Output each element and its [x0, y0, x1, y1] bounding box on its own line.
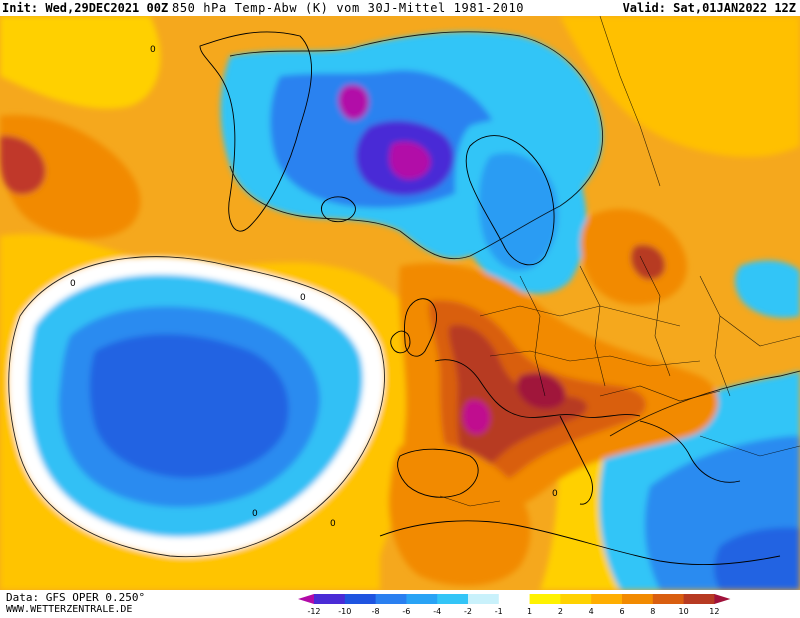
zero-contour-north [229, 31, 604, 260]
scale-swatch [498, 594, 531, 604]
contour-label: 0 [552, 489, 558, 499]
scale-tick-label: 10 [679, 607, 689, 616]
cold-magenta-greenland [338, 84, 369, 120]
warm-orange-nw [0, 115, 141, 239]
warm-orange-iberia [388, 442, 531, 586]
cold-blue-scandinavia [478, 152, 559, 271]
contour-label: 0 [330, 519, 336, 529]
border-line-5 [639, 255, 671, 377]
cold-darkblue-atlantic [89, 334, 289, 478]
scale-swatch [406, 594, 438, 604]
border-line-2 [489, 350, 701, 367]
scale-swatch [314, 594, 346, 604]
scale-tick-label: 2 [558, 607, 563, 616]
init-time: Init: Wed,29DEC2021 00Z [2, 0, 168, 16]
coast-balkans [639, 420, 741, 483]
cold-magenta-north [389, 141, 431, 180]
contour-labels: 0 0 0 0 0 0 [70, 45, 558, 529]
scale-tick-label: 6 [619, 607, 624, 616]
border-line-6 [699, 275, 731, 397]
scale-tick-label: -10 [338, 607, 351, 616]
temperature-anomaly-map: 0 0 0 0 0 0 [0, 16, 800, 590]
coast-britain [404, 298, 437, 357]
coast-greenland [199, 31, 312, 232]
border-line-4 [579, 265, 606, 387]
contour-label: 0 [252, 509, 258, 519]
init-label: Init: [2, 1, 39, 15]
init-value: Wed,29DEC2021 00Z [45, 1, 169, 15]
scale-arrow-left [298, 594, 314, 604]
valid-label: Valid: [622, 1, 666, 15]
valid-time: Valid: Sat,01JAN2022 12Z [623, 0, 796, 16]
scale-tick-label: -4 [433, 607, 441, 616]
map-canvas: 0 0 0 0 0 0 [0, 16, 800, 590]
color-scale-legend: -12 -10 -8 -6 -4 -2 -1 1 2 4 6 8 10 12 [278, 592, 798, 618]
border-line-10 [699, 435, 800, 457]
map-footer: Data: GFS OPER 0.250° WWW.WETTERZENTRALE… [0, 590, 800, 618]
scale-tick-label: -12 [307, 607, 320, 616]
scale-swatch [591, 594, 623, 604]
coast-north-africa [379, 520, 781, 566]
scale-swatch [560, 594, 592, 604]
scale-tick-label: -2 [464, 607, 472, 616]
parameter-title: 850 hPa Temp-Abw (K) vom 30J-Mittel 1981… [172, 1, 525, 15]
valid-value: Sat,01JAN2022 12Z [673, 1, 796, 15]
border-line-8 [439, 495, 501, 507]
warm-red-east [630, 244, 665, 280]
scale-swatch [437, 594, 469, 604]
coastlines [199, 31, 781, 566]
scale-swatch [529, 594, 561, 604]
coast-ireland [390, 330, 411, 354]
scale-tick-label: 1 [527, 607, 532, 616]
scale-tick-label: 12 [709, 607, 719, 616]
border-line-1 [479, 305, 681, 327]
warm-darkred-alps [517, 372, 566, 409]
yellow-region-ne [560, 16, 800, 157]
contour-label: 0 [70, 279, 76, 289]
coast-france-italy [434, 359, 641, 418]
scale-tick-label: -8 [372, 607, 380, 616]
coast-italy-boot [559, 415, 593, 505]
scale-tick-label: -1 [495, 607, 503, 616]
warm-red-nw [0, 135, 46, 195]
border-line-7 [599, 385, 721, 402]
contour-label: 0 [150, 45, 156, 55]
contour-label: 0 [300, 293, 306, 303]
cold-cyan-east [734, 260, 800, 318]
data-source-label: Data: GFS OPER 0.250° [6, 591, 146, 604]
scale-swatch [683, 594, 715, 604]
zero-contours [8, 31, 800, 558]
coast-iberia [397, 448, 479, 498]
warm-magenta-france [462, 399, 491, 435]
scale-tick-label: -6 [402, 607, 410, 616]
credits: Data: GFS OPER 0.250° WWW.WETTERZENTRALE… [6, 592, 145, 616]
scale-tick-label: 4 [589, 607, 594, 616]
border-line-11 [599, 16, 661, 187]
scale-swatch [652, 594, 685, 604]
border-line-3 [519, 275, 546, 397]
website-label: WWW.WETTERZENTRALE.DE [6, 604, 133, 615]
scale-swatch [622, 594, 654, 604]
zero-contour-atlantic [8, 256, 385, 558]
border-line-9 [719, 315, 800, 347]
coast-iceland [321, 196, 356, 223]
scale-swatch [344, 594, 377, 604]
cold-darkblue-southeast [714, 527, 800, 590]
yellow-region-nw [0, 16, 161, 109]
map-header: Init: Wed,29DEC2021 00Z 850 hPa Temp-Abw… [0, 0, 800, 16]
country-borders [439, 16, 800, 507]
scale-swatch [468, 594, 500, 604]
color-scale-bar: -12 -10 -8 -6 -4 -2 -1 1 2 4 6 8 10 12 [298, 594, 731, 616]
zero-contour-southeast [609, 370, 800, 437]
scale-swatch [375, 594, 407, 604]
scale-arrow-right [714, 594, 731, 604]
scale-tick-label: 8 [650, 607, 655, 616]
coast-scandinavia [465, 135, 555, 266]
